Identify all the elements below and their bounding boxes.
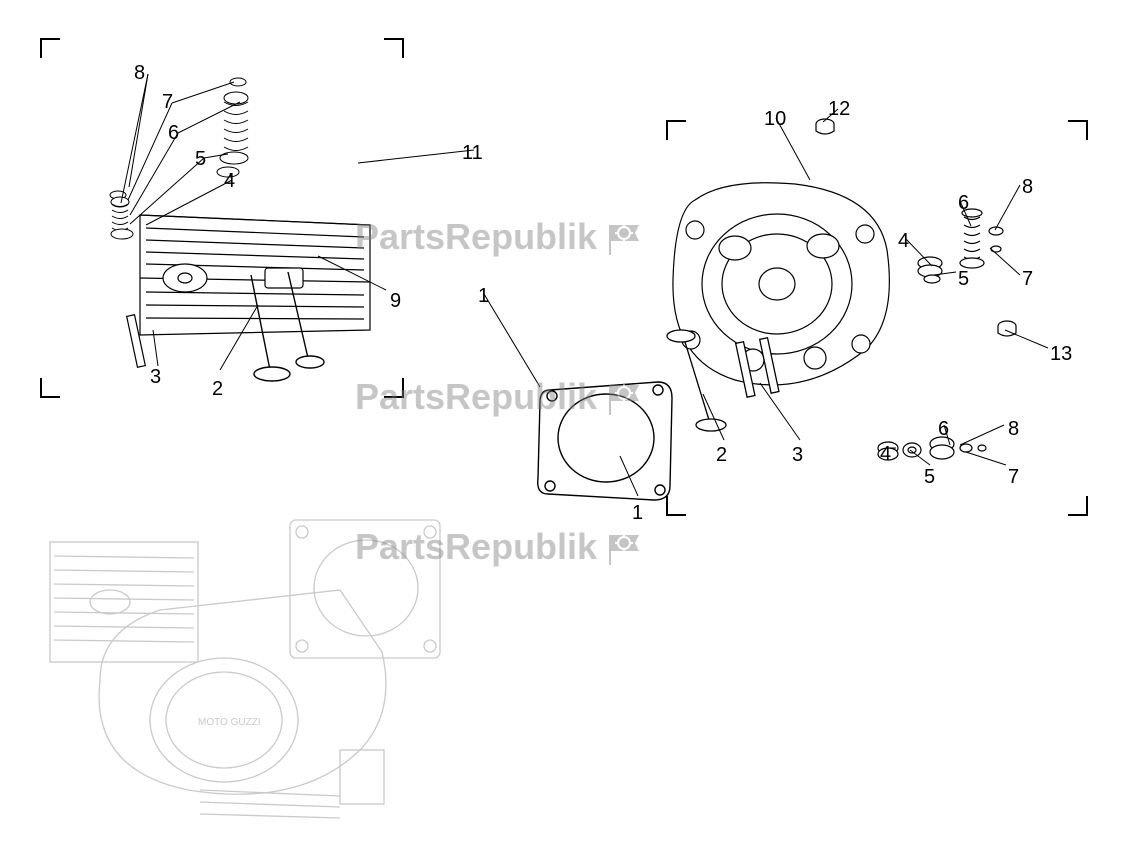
callout-4[interactable]: 4: [880, 443, 891, 466]
parts-diagram: MOTO GUZZI P: [0, 0, 1133, 850]
callout-12[interactable]: 12: [828, 98, 850, 121]
callout-4[interactable]: 4: [898, 230, 909, 253]
callout-5[interactable]: 5: [958, 268, 969, 291]
callout-5[interactable]: 5: [195, 148, 206, 171]
callout-2[interactable]: 2: [212, 378, 223, 401]
callout-9[interactable]: 9: [390, 290, 401, 313]
callout-11[interactable]: 11: [462, 142, 483, 165]
callout-6[interactable]: 6: [168, 122, 179, 145]
callout-7[interactable]: 7: [1008, 466, 1019, 489]
callout-8[interactable]: 8: [134, 62, 145, 85]
callout-6[interactable]: 6: [938, 418, 949, 441]
callout-4[interactable]: 4: [224, 170, 235, 193]
callout-8[interactable]: 8: [1008, 418, 1019, 441]
callout-7[interactable]: 7: [1022, 268, 1033, 291]
callout-1[interactable]: 1: [632, 502, 643, 525]
callout-3[interactable]: 3: [150, 366, 161, 389]
callout-7[interactable]: 7: [162, 91, 173, 114]
callout-5[interactable]: 5: [924, 466, 935, 489]
callout-2[interactable]: 2: [716, 444, 727, 467]
callout-1[interactable]: 1: [478, 285, 489, 308]
callout-6[interactable]: 6: [958, 192, 969, 215]
callout-3[interactable]: 3: [792, 444, 803, 467]
callout-10[interactable]: 10: [764, 108, 786, 131]
callout-8[interactable]: 8: [1022, 176, 1033, 199]
callout-13[interactable]: 13: [1050, 343, 1072, 366]
